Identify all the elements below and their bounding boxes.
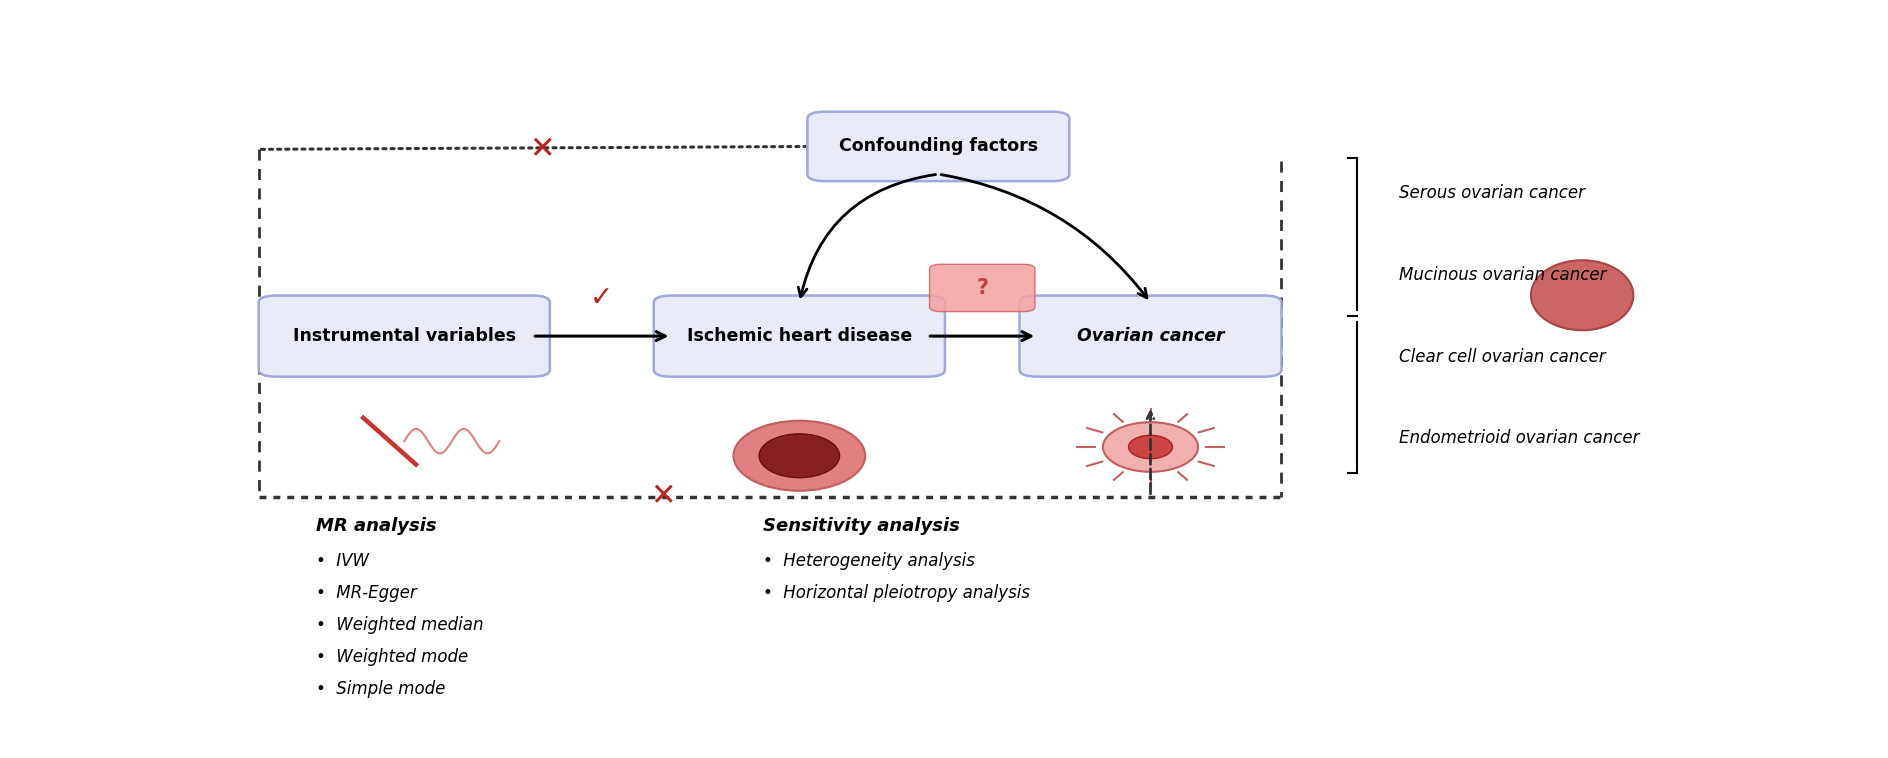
FancyBboxPatch shape [653, 296, 944, 377]
FancyBboxPatch shape [259, 296, 549, 377]
Text: ?: ? [976, 278, 987, 298]
Text: •  Weighted median: • Weighted median [317, 616, 483, 634]
Ellipse shape [1531, 260, 1633, 330]
Text: •  Simple mode: • Simple mode [317, 681, 446, 698]
FancyBboxPatch shape [929, 265, 1035, 312]
Text: Ischemic heart disease: Ischemic heart disease [687, 327, 912, 345]
Text: •  IVW: • IVW [317, 552, 370, 570]
Text: Confounding factors: Confounding factors [838, 137, 1038, 155]
Text: •  MR-Egger: • MR-Egger [317, 584, 417, 602]
Ellipse shape [1103, 422, 1199, 471]
Text: Mucinous ovarian cancer: Mucinous ovarian cancer [1399, 266, 1607, 283]
Text: Serous ovarian cancer: Serous ovarian cancer [1399, 184, 1586, 202]
Text: •  Horizontal pleiotropy analysis: • Horizontal pleiotropy analysis [763, 584, 1029, 602]
Text: Endometrioid ovarian cancer: Endometrioid ovarian cancer [1399, 429, 1641, 447]
FancyBboxPatch shape [808, 111, 1069, 181]
Text: ✓: ✓ [591, 284, 614, 312]
Text: Instrumental variables: Instrumental variables [293, 327, 515, 345]
Text: •  Weighted mode: • Weighted mode [317, 648, 468, 666]
Ellipse shape [1129, 435, 1172, 459]
Ellipse shape [733, 421, 865, 490]
Text: Clear cell ovarian cancer: Clear cell ovarian cancer [1399, 347, 1607, 365]
Text: •  Heterogeneity analysis: • Heterogeneity analysis [763, 552, 974, 570]
Text: ✕: ✕ [651, 482, 676, 511]
Text: Ovarian cancer: Ovarian cancer [1076, 327, 1223, 345]
Text: MR analysis: MR analysis [317, 517, 438, 535]
Text: ✕: ✕ [529, 135, 555, 164]
Ellipse shape [759, 434, 840, 478]
Text: Sensitivity analysis: Sensitivity analysis [763, 517, 959, 535]
FancyBboxPatch shape [1020, 296, 1282, 377]
